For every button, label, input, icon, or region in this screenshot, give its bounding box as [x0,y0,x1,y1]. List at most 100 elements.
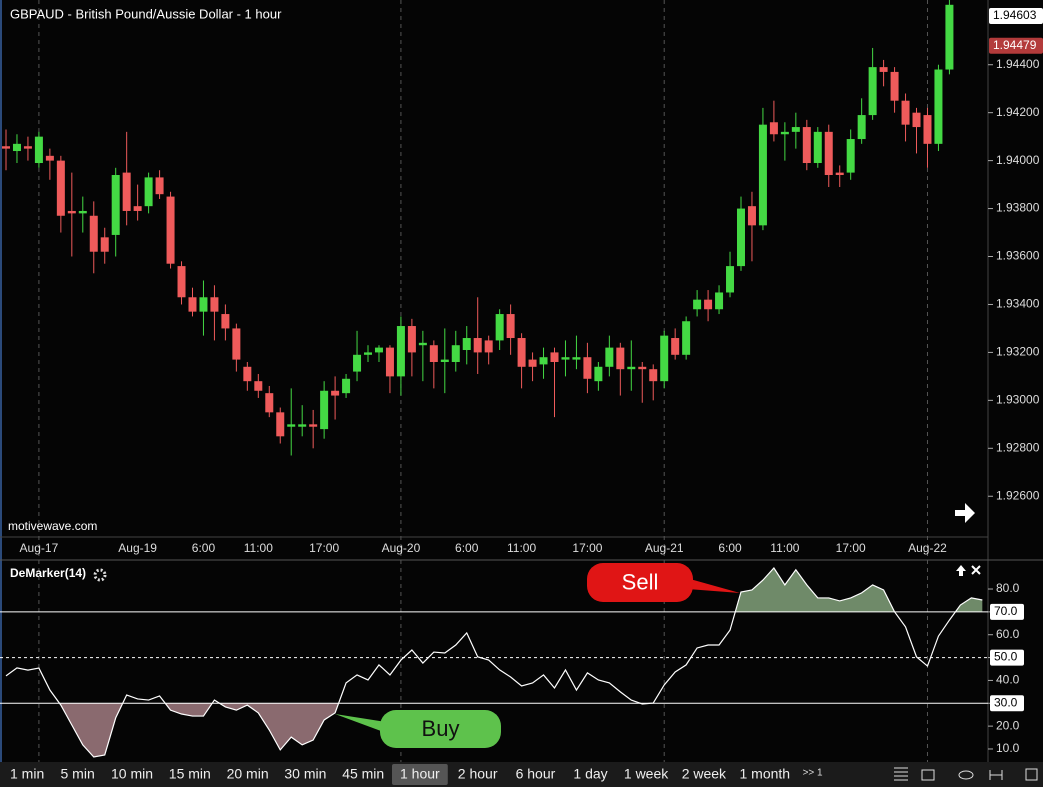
toolbar [0,762,1043,787]
timeframe-button[interactable]: 1 month [740,766,791,782]
candle-body [276,412,285,437]
timeframe-button[interactable]: 1 min [10,766,44,782]
x-tick-label: Aug-22 [908,541,947,555]
candle-body [331,390,340,396]
candle-body [846,139,855,173]
candle-body [901,100,910,125]
candle-body [374,347,383,353]
x-tick-label: 17:00 [572,541,602,555]
callout-text: Sell [622,569,659,594]
y-tick-label: 1.93800 [996,201,1040,215]
y-tick-label: 1.94400 [996,57,1040,71]
timeframe-button[interactable]: 30 min [284,766,326,782]
settings-icon[interactable] [93,568,107,582]
candle-body [923,115,932,144]
close-icon[interactable] [971,565,981,575]
candle-body [791,127,800,132]
x-tick-label: 11:00 [770,541,799,555]
timeframe-button[interactable]: 5 min [61,766,95,782]
y-tick-label: 1.94000 [996,153,1040,167]
candle-body [769,122,778,135]
candle-body [824,131,833,176]
candle-body [342,378,351,394]
candle-body [693,299,702,310]
price-marker-label: 1.94479 [993,38,1037,52]
timeframe-button[interactable]: 1 hour [400,766,440,782]
candle-body [199,297,208,312]
zone-fill [6,567,983,612]
menu-icon[interactable] [894,767,908,781]
y-tick-label: 10.0 [996,741,1020,755]
candle-body [254,381,263,391]
timeframe-button[interactable]: 20 min [227,766,269,782]
candle-body [67,210,76,214]
candle-body [407,326,416,353]
candle-body [594,366,603,382]
maximize-icon[interactable] [956,565,966,576]
x-tick-label: Aug-21 [645,541,684,555]
candle-body [429,345,438,362]
timeframe-button[interactable]: 6 hour [516,766,556,782]
timeframe-button[interactable]: 1 week [624,766,669,782]
candle-body [451,345,460,362]
zone-fill [6,703,983,757]
candle-body [23,146,32,149]
layout-icon[interactable] [921,769,935,781]
price-marker [989,37,1043,54]
y-tick-label: 80.0 [996,581,1020,595]
x-tick-label: Aug-20 [382,541,421,555]
y-tick-label: 1.93000 [996,393,1040,407]
candle-body [638,366,647,370]
candle-body [265,393,274,413]
candle-body [320,390,329,430]
timeframe-button[interactable]: 2 hour [458,766,498,782]
candle-body [912,112,921,128]
x-tick-label: 17:00 [309,541,339,555]
candle-body [649,369,658,382]
price-marker-label: 1.94603 [993,8,1037,22]
candle-body [243,366,252,382]
more-timeframes[interactable]: >> 1 [803,768,823,779]
y-tick-label: 1.94200 [996,105,1040,119]
candle-body [122,172,131,211]
candle-body [682,321,691,355]
candle-body [396,326,405,377]
candle-body [364,352,373,355]
timeframe-button[interactable]: 15 min [169,766,211,782]
timeframe-button[interactable]: 1 day [573,766,607,782]
timeframe-button[interactable]: 10 min [111,766,153,782]
candle-body [495,314,504,341]
callout-pointer [335,714,392,735]
calendar-icon[interactable] [1025,768,1038,781]
level-label: 70.0 [994,604,1018,618]
callout-pointer [681,576,740,593]
x-tick-label: 11:00 [507,541,536,555]
candle-body [802,127,811,164]
candle-body [2,146,10,149]
scroll-right-icon[interactable] [955,503,975,523]
candle-body [287,424,296,427]
candle-body [45,155,54,161]
y-tick-label: 60.0 [996,627,1020,641]
y-tick-label: 1.92600 [996,488,1040,502]
candle-body [298,424,307,427]
candle-body [166,196,175,264]
price-marker [989,8,1043,25]
y-tick-label: 1.93200 [996,345,1040,359]
candle-body [34,136,43,164]
view-icon[interactable] [958,770,974,780]
timeframe-button[interactable]: 45 min [342,766,384,782]
zoom-icon[interactable] [989,770,1003,780]
candle-body [780,131,789,135]
candle-body [550,352,559,362]
candle-body [484,340,493,353]
candle-body [736,208,745,267]
timeframe-button[interactable]: 2 week [682,766,727,782]
x-tick-label: 6:00 [455,541,479,555]
candle-body [56,160,65,216]
y-tick-label: 1.93400 [996,297,1040,311]
toolbar-icons [894,767,1038,781]
